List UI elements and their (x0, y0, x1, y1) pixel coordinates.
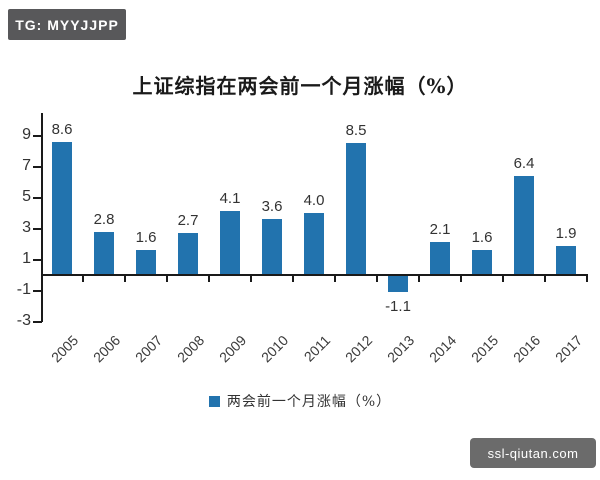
x-axis-tick (166, 275, 168, 282)
x-axis-zero-line (42, 274, 588, 276)
y-axis-tick (33, 228, 42, 230)
x-axis-tick (208, 275, 210, 282)
x-axis-tick (334, 275, 336, 282)
bar-value-label: 4.1 (219, 190, 241, 207)
bar-value-label: 4.0 (303, 192, 325, 209)
y-axis-tick (33, 135, 42, 137)
bar-value-label: 3.6 (261, 198, 283, 215)
bar-value-label: 2.8 (93, 211, 115, 228)
bar (388, 275, 408, 292)
x-axis-tick (544, 275, 546, 282)
x-axis-tick (376, 275, 378, 282)
y-axis-tick (33, 166, 42, 168)
bar-value-label: 8.6 (51, 121, 73, 138)
x-axis-tick (418, 275, 420, 282)
bar (262, 219, 282, 275)
y-axis-tick (33, 259, 42, 261)
x-axis-tick (124, 275, 126, 282)
y-tick-label: 1 (22, 250, 31, 267)
bar (556, 246, 576, 275)
bar-value-label: 2.1 (429, 221, 451, 238)
legend-swatch (208, 395, 220, 407)
bar-value-label: -1.1 (385, 298, 411, 315)
x-axis-tick (250, 275, 252, 282)
bar (178, 233, 198, 275)
x-axis-tick (502, 275, 504, 282)
x-axis-tick (82, 275, 84, 282)
y-axis-tick (33, 197, 42, 199)
x-axis-tick (292, 275, 294, 282)
bar-value-label: 1.6 (135, 229, 157, 246)
bar-value-label: 1.6 (471, 229, 493, 246)
bar-value-label: 1.9 (555, 225, 577, 242)
y-tick-label: 9 (22, 126, 31, 143)
bar (472, 250, 492, 275)
bar (304, 213, 324, 275)
bar (136, 250, 156, 275)
watermark-badge-bottom-right: ssl-qiutan.com (470, 438, 596, 468)
y-tick-label: 5 (22, 188, 31, 205)
y-axis-tick (33, 290, 42, 292)
bar (346, 143, 366, 275)
y-axis-tick (33, 321, 42, 323)
chart-title: 上证综指在两会前一个月涨幅（%） (132, 74, 468, 98)
x-axis-tick (460, 275, 462, 282)
bar (220, 211, 240, 275)
bar (514, 176, 534, 275)
y-axis-line (41, 113, 43, 322)
y-tick-label: 3 (22, 219, 31, 236)
bar-value-label: 6.4 (513, 155, 535, 172)
watermark-badge-top-left: TG: MYYJJPP (8, 9, 126, 40)
y-tick-label: 7 (22, 157, 31, 174)
bar-value-label: 8.5 (345, 122, 367, 139)
x-axis-tick (586, 275, 588, 282)
bar (430, 242, 450, 275)
bar (52, 142, 72, 275)
bar (94, 232, 114, 275)
chart-legend: 两会前一个月涨幅（%） (0, 391, 600, 411)
legend-label: 两会前一个月涨幅（%） (226, 394, 392, 410)
y-tick-label: -1 (16, 281, 31, 298)
bar-value-label: 2.7 (177, 212, 199, 229)
y-tick-label: -3 (16, 312, 31, 329)
